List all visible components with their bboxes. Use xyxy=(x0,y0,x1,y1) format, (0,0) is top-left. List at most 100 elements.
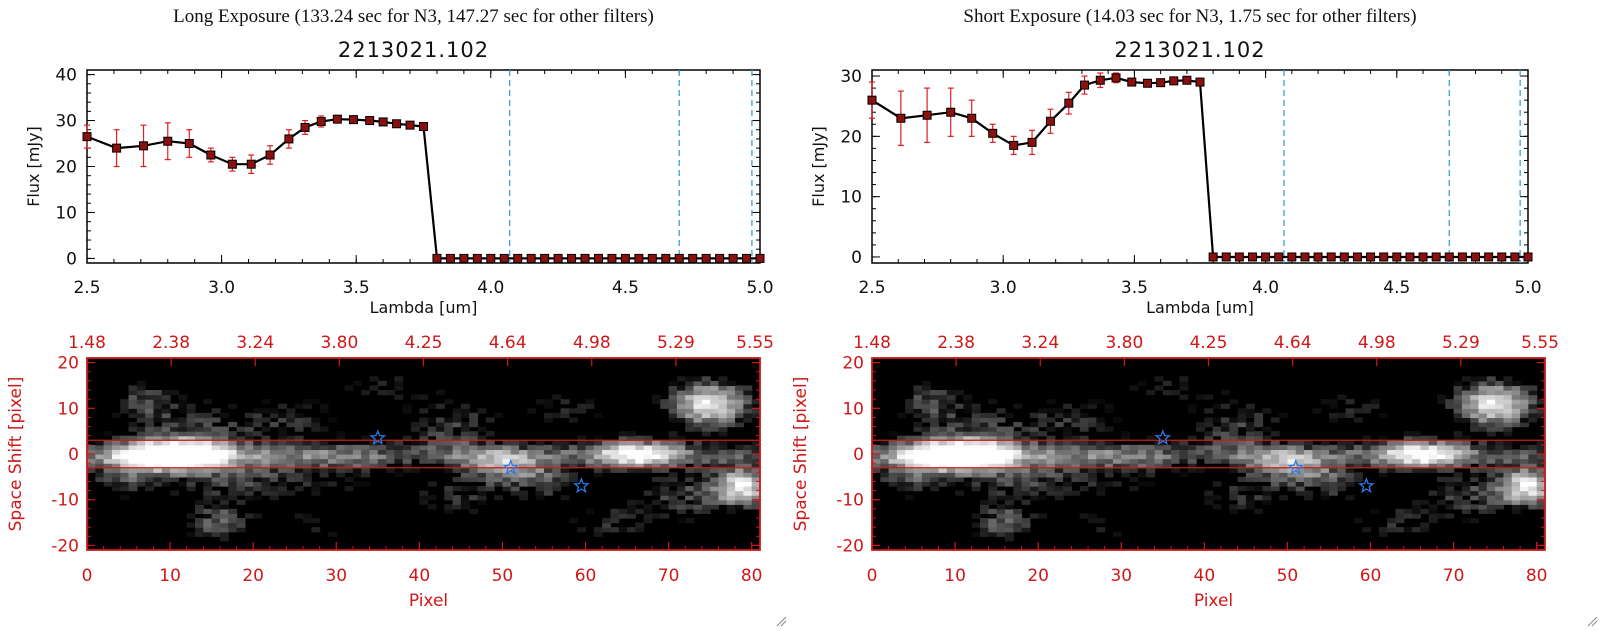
image-pixel xyxy=(153,449,163,455)
image-pixel xyxy=(1403,440,1413,446)
image-pixel xyxy=(1204,449,1214,455)
image-pixel xyxy=(1237,444,1247,451)
image-pixel xyxy=(660,399,670,405)
image-pixel xyxy=(1079,417,1089,423)
image-pixel xyxy=(1021,449,1031,455)
image-pixel xyxy=(1254,463,1264,469)
image-pixel xyxy=(460,422,470,428)
image-pixel xyxy=(1328,472,1338,478)
image-pixel xyxy=(136,444,146,451)
image-pixel xyxy=(477,490,487,496)
data-point xyxy=(1080,80,1090,90)
data-point xyxy=(620,253,630,263)
image-pixel xyxy=(635,467,645,473)
image-pixel xyxy=(1146,444,1156,451)
image-pixel xyxy=(103,444,113,451)
image-pixel xyxy=(1378,531,1388,537)
image-pixel xyxy=(1353,458,1363,464)
image-pixel xyxy=(701,449,711,455)
image-pixel xyxy=(435,444,445,451)
image-pixel xyxy=(452,412,462,419)
image-pixel xyxy=(303,454,312,460)
image-pixel xyxy=(460,463,470,469)
image-pixel xyxy=(219,518,229,524)
data-point xyxy=(728,253,738,263)
image-pixel xyxy=(988,495,998,501)
image-pixel xyxy=(111,449,121,455)
image-pixel xyxy=(1486,376,1496,382)
image-pixel xyxy=(477,454,487,460)
image-pixel xyxy=(485,458,495,464)
image-pixel xyxy=(120,454,130,460)
image-pixel xyxy=(1004,518,1014,524)
image-pixel xyxy=(1262,463,1272,469)
image-pixel xyxy=(618,440,628,446)
image-pixel xyxy=(211,435,221,441)
image-pixel xyxy=(1520,399,1529,405)
image-pixel xyxy=(128,463,138,469)
image-pixel xyxy=(1486,417,1496,423)
image-pixel xyxy=(161,472,171,478)
image-pixel xyxy=(946,449,956,455)
image-pixel xyxy=(971,513,981,519)
image-pixel xyxy=(577,440,587,446)
image-pixel xyxy=(1013,422,1023,428)
image-pixel xyxy=(701,417,711,423)
data-point xyxy=(1009,140,1019,150)
image-pixel xyxy=(253,412,263,419)
image-pixel xyxy=(319,444,329,451)
resize-grip-left[interactable] xyxy=(775,612,787,627)
image-top-tick-label: 4.98 xyxy=(573,333,611,353)
image-pixel xyxy=(527,458,537,464)
image-pixel xyxy=(552,458,562,464)
image-pixel xyxy=(1453,472,1463,478)
image-pixel xyxy=(1054,463,1064,469)
image-pixel xyxy=(1486,399,1496,405)
image-pixel xyxy=(311,426,321,432)
image-pixel xyxy=(1412,454,1421,460)
image-pixel xyxy=(1478,390,1488,396)
image-pixel xyxy=(710,467,720,473)
image-pixel xyxy=(1104,472,1114,478)
image-pixel xyxy=(1096,463,1106,469)
image-pixel xyxy=(660,449,670,455)
data-point xyxy=(184,139,194,149)
image-pixel xyxy=(1054,458,1064,464)
image-pixel xyxy=(880,458,890,464)
image-pixel xyxy=(1262,467,1272,473)
image-pixel xyxy=(552,486,562,492)
image-pixel xyxy=(278,486,288,492)
image-pixel xyxy=(1112,454,1122,460)
image-pixel xyxy=(120,444,130,451)
image-pixel xyxy=(1403,444,1413,451)
image-pixel xyxy=(1104,449,1114,455)
image-pixel xyxy=(211,481,221,487)
image-pixel xyxy=(971,408,981,414)
image-pixel xyxy=(1495,504,1505,510)
image-pixel xyxy=(718,412,728,419)
image-pixel xyxy=(963,403,973,409)
image-pixel xyxy=(668,499,678,505)
image-pixel xyxy=(377,449,387,455)
resize-grip-right[interactable] xyxy=(1586,612,1598,627)
y-tick-label: 0 xyxy=(851,248,862,268)
image-pixel xyxy=(203,481,213,487)
image-pixel xyxy=(1038,476,1048,483)
image-pixel xyxy=(585,440,595,446)
image-pixel xyxy=(1179,458,1189,464)
image-pixel xyxy=(236,463,246,469)
image-pixel xyxy=(253,486,263,492)
image-pixel xyxy=(685,426,695,432)
image-pixel xyxy=(402,454,412,460)
image-pixel xyxy=(95,449,105,455)
image-pixel xyxy=(1478,376,1488,382)
image-pixel xyxy=(668,394,678,400)
image-pixel xyxy=(1079,463,1089,469)
image-pixel xyxy=(1470,476,1480,483)
image-pixel xyxy=(527,463,537,469)
image-pixel xyxy=(519,490,528,496)
image-pixel xyxy=(693,508,703,515)
image-pixel xyxy=(311,440,321,446)
image-top-tick-label: 4.25 xyxy=(1190,333,1228,353)
image-pixel xyxy=(735,403,744,409)
